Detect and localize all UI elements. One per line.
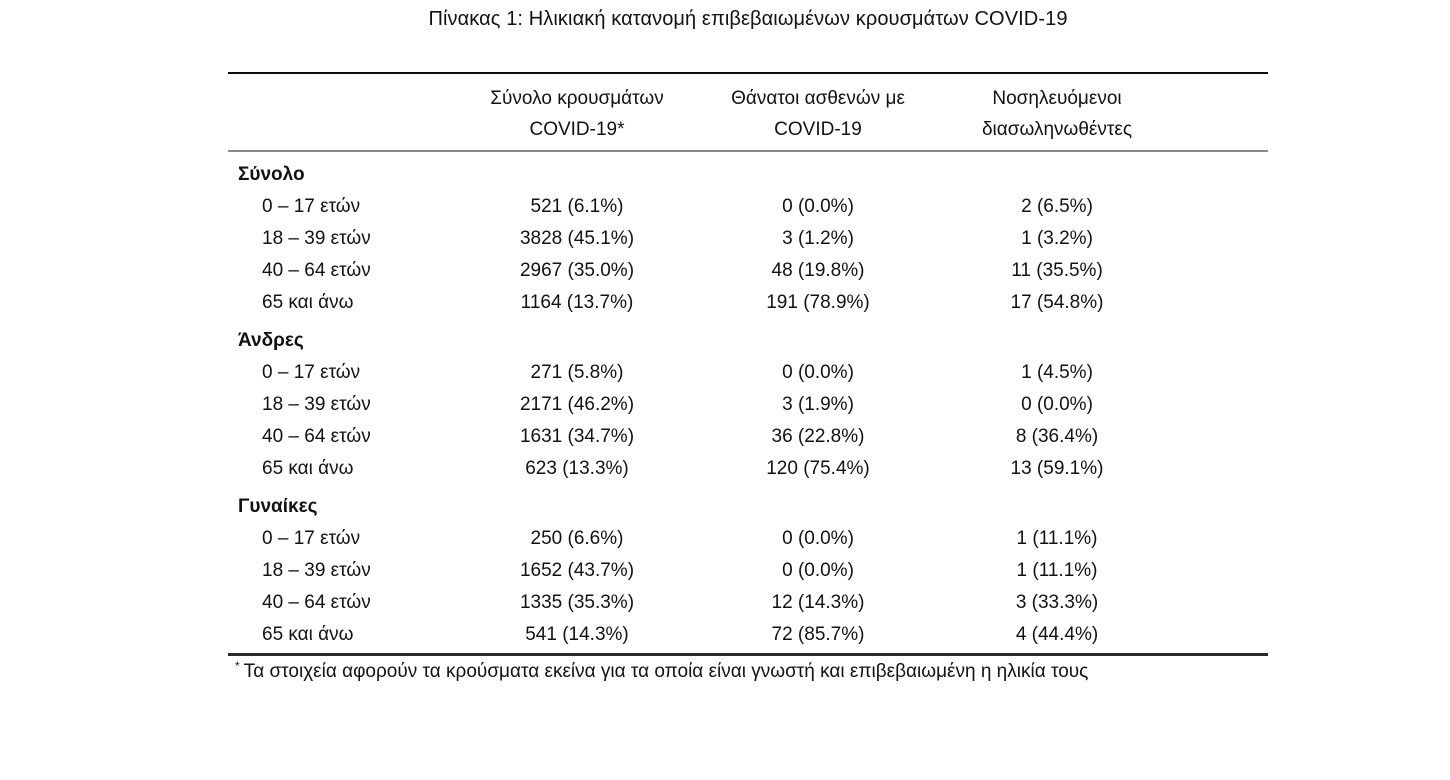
age-label: 65 και άνω — [262, 292, 354, 313]
cases-value: 1335 (35.3%) — [519, 592, 635, 613]
deaths-value: 0 (0.0%) — [782, 560, 854, 581]
footnote-asterisk: * — [235, 658, 240, 673]
spacer-cell — [1179, 421, 1268, 453]
footnote-text: Τα στοιχεία αφορούν τα κρούσματα εκείνα … — [243, 661, 1089, 682]
table-row: 40 – 64 ετών 1631 (34.7%) 36 (22.8%) 8 (… — [228, 421, 1268, 453]
section-women: Γυναίκες — [228, 485, 1268, 523]
header-empty — [228, 73, 453, 151]
intubated-value: 1 (11.1%) — [1016, 560, 1098, 581]
table-row: 40 – 64 ετών 2967 (35.0%) 48 (19.8%) 11 … — [228, 255, 1268, 287]
deaths-value: 3 (1.2%) — [782, 228, 854, 249]
deaths-value: 36 (22.8%) — [771, 426, 865, 447]
spacer-cell — [1179, 255, 1268, 287]
header-deaths-line1: Θάνατοι ασθενών με — [731, 88, 905, 109]
age-label: 65 και άνω — [262, 624, 354, 645]
intubated-value: 4 (44.4%) — [1015, 624, 1099, 645]
age-label: 40 – 64 ετών — [262, 426, 371, 447]
spacer-cell — [1179, 287, 1268, 319]
cases-value: 521 (6.1%) — [530, 196, 624, 217]
spacer-cell — [1179, 223, 1268, 255]
spacer-cell — [1179, 191, 1268, 223]
age-label: 18 – 39 ετών — [262, 560, 371, 581]
deaths-value: 191 (78.9%) — [766, 292, 870, 313]
cases-value: 1164 (13.7%) — [520, 292, 634, 313]
age-label: 40 – 64 ετών — [262, 592, 371, 613]
cases-value: 3828 (45.1%) — [519, 228, 635, 249]
deaths-value: 0 (0.0%) — [782, 196, 854, 217]
spacer-cell — [1179, 389, 1268, 421]
intubated-value: 17 (54.8%) — [1010, 292, 1104, 313]
deaths-value: 0 (0.0%) — [782, 362, 854, 383]
deaths-value: 0 (0.0%) — [782, 528, 854, 549]
age-label: 0 – 17 ετών — [262, 196, 361, 217]
spacer-cell — [1179, 357, 1268, 389]
intubated-value: 0 (0.0%) — [1021, 394, 1093, 415]
table-row: 0 – 17 ετών 521 (6.1%) 0 (0.0%) 2 (6.5%) — [228, 191, 1268, 223]
intubated-value: 8 (36.4%) — [1015, 426, 1099, 447]
age-label: 18 – 39 ετών — [262, 394, 371, 415]
header-total-cases: Σύνολο κρουσμάτων COVID-19* — [453, 73, 701, 151]
deaths-value: 12 (14.3%) — [771, 592, 865, 613]
header-deaths-line2: COVID-19 — [774, 119, 862, 140]
deaths-value: 48 (19.8%) — [771, 260, 865, 281]
age-label: 18 – 39 ετών — [262, 228, 371, 249]
cases-value: 1631 (34.7%) — [519, 426, 635, 447]
intubated-value: 3 (33.3%) — [1015, 592, 1099, 613]
cases-value: 2967 (35.0%) — [519, 260, 635, 281]
spacer-cell — [1179, 587, 1268, 619]
intubated-value: 1 (11.1%) — [1016, 528, 1098, 549]
section-label: Γυναίκες — [238, 496, 318, 517]
cases-value: 623 (13.3%) — [525, 458, 629, 479]
table-header: Σύνολο κρουσμάτων COVID-19* Θάνατοι ασθε… — [228, 73, 1268, 151]
table-row: 18 – 39 ετών 3828 (45.1%) 3 (1.2%) 1 (3.… — [228, 223, 1268, 255]
covid-age-distribution-table: Σύνολο κρουσμάτων COVID-19* Θάνατοι ασθε… — [228, 72, 1268, 656]
intubated-value: 1 (4.5%) — [1021, 362, 1093, 383]
cases-value: 541 (14.3%) — [525, 624, 629, 645]
cases-value: 271 (5.8%) — [530, 362, 624, 383]
intubated-value: 13 (59.1%) — [1010, 458, 1104, 479]
table-row: 65 και άνω 541 (14.3%) 72 (85.7%) 4 (44.… — [228, 619, 1268, 655]
cases-value: 250 (6.6%) — [530, 528, 624, 549]
table-row: 0 – 17 ετών 271 (5.8%) 0 (0.0%) 1 (4.5%) — [228, 357, 1268, 389]
cases-value: 1652 (43.7%) — [519, 560, 635, 581]
deaths-value: 120 (75.4%) — [766, 458, 870, 479]
section-men: Άνδρες — [228, 319, 1268, 357]
age-label: 40 – 64 ετών — [262, 260, 371, 281]
table-row: 18 – 39 ετών 2171 (46.2%) 3 (1.9%) 0 (0.… — [228, 389, 1268, 421]
deaths-value: 3 (1.9%) — [782, 394, 854, 415]
age-label: 0 – 17 ετών — [262, 528, 361, 549]
table-title: Πίνακας 1: Ηλικιακή κατανομή επιβεβαιωμέ… — [428, 8, 1068, 30]
deaths-value: 72 (85.7%) — [771, 624, 865, 645]
spacer-cell — [1179, 453, 1268, 485]
header-total-cases-line2: COVID-19* — [529, 119, 625, 140]
table-row: 40 – 64 ετών 1335 (35.3%) 12 (14.3%) 3 (… — [228, 587, 1268, 619]
intubated-value: 2 (6.5%) — [1021, 196, 1093, 217]
cases-value: 2171 (46.2%) — [519, 394, 635, 415]
table-body: Σύνολο 0 – 17 ετών 521 (6.1%) 0 (0.0%) 2… — [228, 151, 1268, 655]
spacer-cell — [1179, 523, 1268, 555]
section-total: Σύνολο — [228, 151, 1268, 191]
table-row: 18 – 39 ετών 1652 (43.7%) 0 (0.0%) 1 (11… — [228, 555, 1268, 587]
intubated-value: 1 (3.2%) — [1021, 228, 1093, 249]
header-total-cases-line1: Σύνολο κρουσμάτων — [490, 88, 664, 109]
table-row: 65 και άνω 623 (13.3%) 120 (75.4%) 13 (5… — [228, 453, 1268, 485]
table-footnote: * Τα στοιχεία αφορούν τα κρούσματα εκείνα… — [235, 659, 1088, 685]
header-deaths: Θάνατοι ασθενών με COVID-19 — [701, 73, 935, 151]
table-row: 0 – 17 ετών 250 (6.6%) 0 (0.0%) 1 (11.1%… — [228, 523, 1268, 555]
header-spacer — [1179, 73, 1268, 151]
spacer-cell — [1179, 555, 1268, 587]
age-label: 0 – 17 ετών — [262, 362, 361, 383]
header-intubated-line1: Νοσηλευόμενοι — [992, 88, 1122, 109]
section-label: Άνδρες — [238, 330, 304, 351]
header-row: Σύνολο κρουσμάτων COVID-19* Θάνατοι ασθε… — [228, 73, 1268, 151]
intubated-value: 11 (35.5%) — [1011, 260, 1103, 281]
header-intubated-line2: διασωληνωθέντες — [981, 119, 1133, 140]
header-intubated: Νοσηλευόμενοι διασωληνωθέντες — [935, 73, 1179, 151]
spacer-cell — [1179, 619, 1268, 655]
age-label: 65 και άνω — [262, 458, 354, 479]
table-row: 65 και άνω 1164 (13.7%) 191 (78.9%) 17 (… — [228, 287, 1268, 319]
section-label: Σύνολο — [238, 164, 305, 185]
